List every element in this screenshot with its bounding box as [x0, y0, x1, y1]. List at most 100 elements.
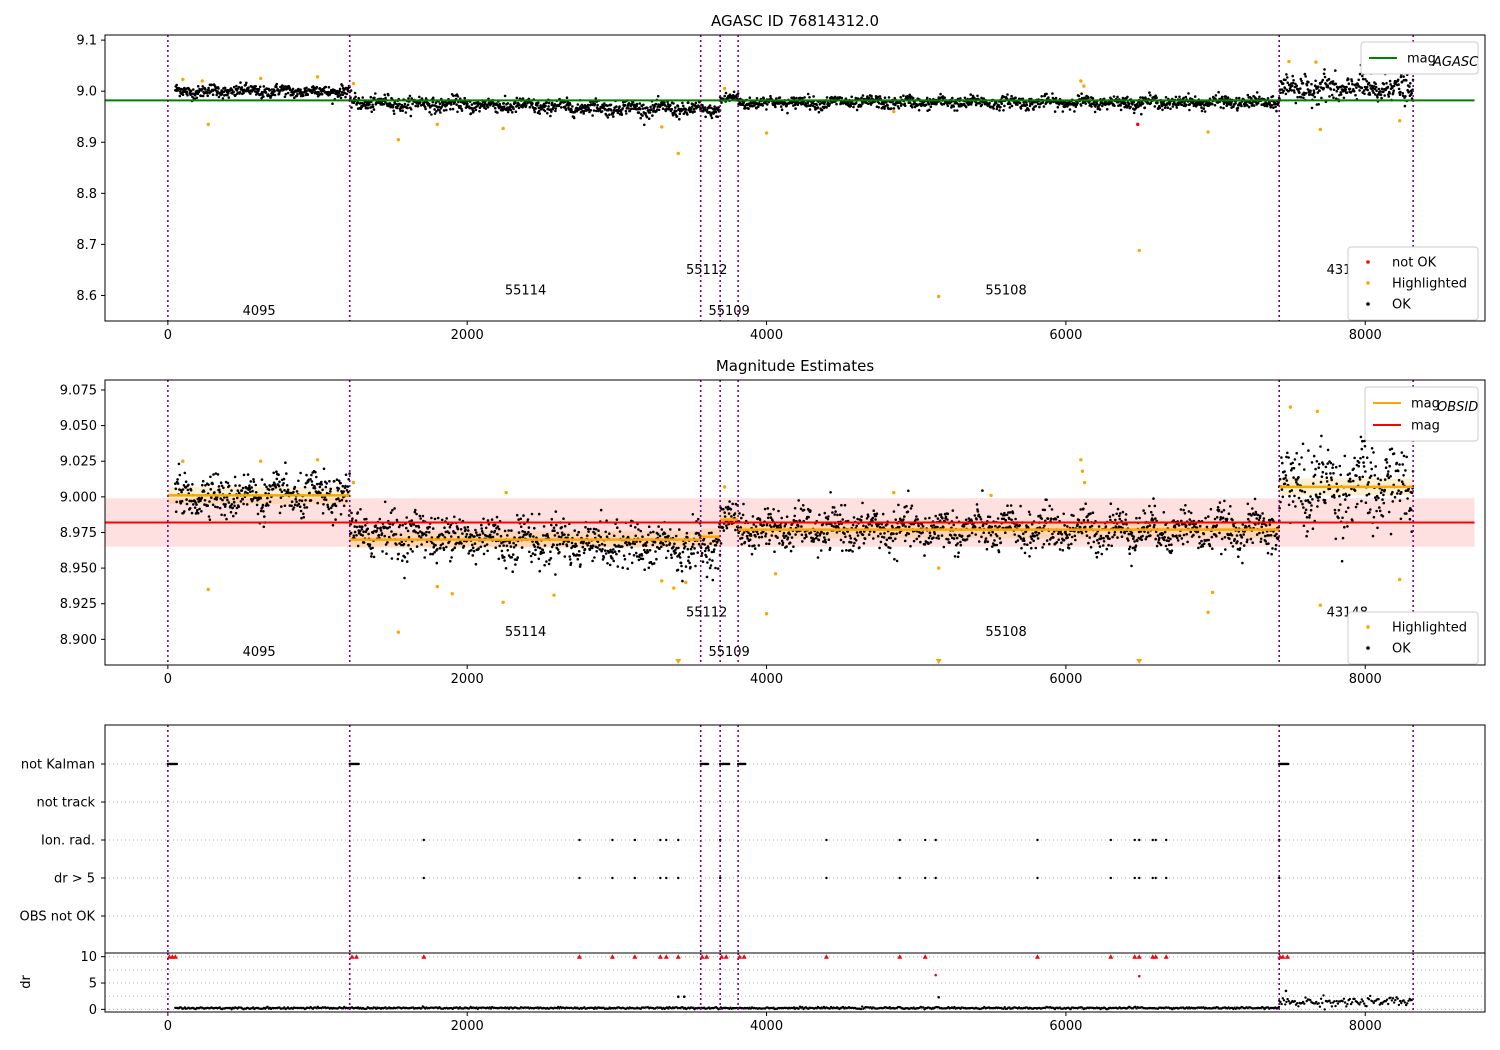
magnitude-ok-point: [433, 551, 436, 554]
magnitude-ok-point: [898, 525, 901, 529]
agasc-ok-point: [620, 113, 624, 116]
magnitude-ok-point: [687, 559, 690, 562]
agasc-ok-point: [1335, 89, 1338, 93]
magnitude-ok-point: [701, 560, 705, 563]
agasc-ok-point: [823, 101, 827, 104]
magnitude-ok-point: [557, 535, 561, 538]
magnitude-ok-point: [823, 536, 826, 539]
agasc-ok-point: [1274, 105, 1277, 109]
magnitude-ok-point: [573, 529, 576, 532]
agasc-ok-point: [691, 105, 694, 108]
agasc-ok-point: [844, 97, 848, 100]
magnitude-ok-point: [402, 542, 406, 546]
agasc-ok-point: [1313, 95, 1316, 99]
magnitude-ok-point: [386, 541, 389, 544]
agasc-ok-point: [409, 108, 413, 111]
agasc-ok-point: [1291, 81, 1295, 85]
magnitude-ok-point: [696, 551, 699, 554]
magnitude-ok-point: [198, 507, 201, 511]
magnitude-ok-point: [750, 552, 754, 556]
magnitude-ok-point: [555, 543, 559, 547]
agasc-ok-point: [953, 109, 956, 112]
agasc-ok-point: [1380, 87, 1384, 91]
magnitude-ok-point: [711, 578, 715, 582]
agasc-ok-point: [855, 108, 859, 112]
magnitude-ok-point: [556, 548, 560, 551]
magnitude-ok-point: [622, 554, 626, 557]
agasc-highlighted-point: [181, 77, 185, 82]
magnitude-ok-point: [174, 487, 178, 491]
agasc-ok-point: [1328, 95, 1331, 98]
magnitude-ok-point: [1134, 544, 1138, 547]
agasc-ok-point: [1258, 95, 1261, 99]
agasc-ok-point: [408, 94, 412, 98]
magnitude-ok-point: [499, 534, 503, 538]
magnitude-ok-point: [497, 527, 501, 531]
agasc-ok-point: [995, 101, 998, 105]
magnitude-ok-point: [751, 515, 755, 518]
magnitude-ok-point: [649, 531, 652, 534]
agasc-ok-point: [951, 96, 954, 100]
magnitude-ok-point: [502, 544, 506, 547]
magnitude-ok-point: [648, 548, 652, 552]
magnitude-ok-point: [280, 490, 284, 494]
magnitude-ok-point: [1124, 513, 1128, 516]
magnitude-ok-point: [519, 525, 523, 528]
agasc-ok-point: [592, 109, 596, 112]
agasc-ok-point: [903, 102, 906, 105]
agasc-ok-point: [572, 116, 576, 120]
magnitude-ok-point: [758, 518, 762, 522]
magnitude-ok-point: [222, 486, 225, 490]
magnitude-ok-point: [1056, 515, 1060, 519]
magnitude-ok-point: [241, 498, 244, 501]
agasc-ok-point: [757, 105, 760, 108]
agasc-ok-point: [1237, 96, 1241, 100]
magnitude-ok-point: [245, 503, 249, 506]
magnitude-ok-point: [955, 516, 959, 519]
magnitude-ok-point: [1107, 531, 1111, 535]
agasc-ok-point: [1345, 91, 1349, 94]
magnitude-ok-point: [637, 528, 640, 531]
agasc-ok-point: [1312, 91, 1316, 94]
magnitude-ok-point: [824, 540, 827, 544]
magnitude-ok-point: [872, 537, 875, 540]
agasc-ok-point: [910, 95, 913, 98]
magnitude-ok-point: [298, 499, 302, 502]
agasc-ok-point: [883, 107, 886, 110]
agasc-ok-point: [650, 108, 653, 111]
agasc-ok-point: [304, 91, 307, 94]
agasc-ok-point: [305, 86, 308, 90]
magnitude-ok-point: [1010, 518, 1013, 522]
agasc-ok-point: [943, 96, 946, 99]
agasc-ok-point: [340, 91, 344, 94]
agasc-ok-point: [234, 93, 237, 97]
agasc-ok-point: [1357, 78, 1360, 82]
magnitude-ok-point: [185, 502, 189, 506]
magnitude-ok-point: [468, 535, 472, 539]
magnitude-ok-point: [603, 549, 607, 552]
magnitude-ok-point: [800, 525, 803, 528]
magnitude-ok-point: [263, 515, 266, 518]
magnitude-ok-point: [486, 519, 490, 522]
agasc-ok-point: [801, 96, 804, 100]
magnitude-ok-point: [683, 545, 687, 548]
agasc-highlighted-point: [1079, 79, 1083, 83]
magnitude-ok-point: [287, 491, 290, 494]
magnitude-ok-point: [196, 511, 200, 515]
magnitude-ok-point: [254, 491, 258, 494]
magnitude-ok-point: [406, 552, 409, 555]
magnitude-ok-point: [577, 530, 580, 534]
magnitude-ok-point: [748, 544, 751, 548]
magnitude-ok-point: [266, 496, 269, 500]
magnitude-ok-point: [662, 543, 665, 546]
magnitude-ok-point: [976, 510, 980, 513]
agasc-ok-point: [1347, 82, 1351, 85]
magnitude-ok-point: [283, 489, 286, 492]
agasc-ok-point: [686, 113, 689, 116]
magnitude-ok-point: [616, 565, 620, 568]
magnitude-ok-point: [870, 524, 874, 527]
magnitude-ok-point: [578, 554, 581, 557]
magnitude-ok-point: [730, 515, 733, 518]
agasc-ok-point: [1123, 101, 1127, 105]
agasc-ok-point: [1399, 75, 1403, 79]
